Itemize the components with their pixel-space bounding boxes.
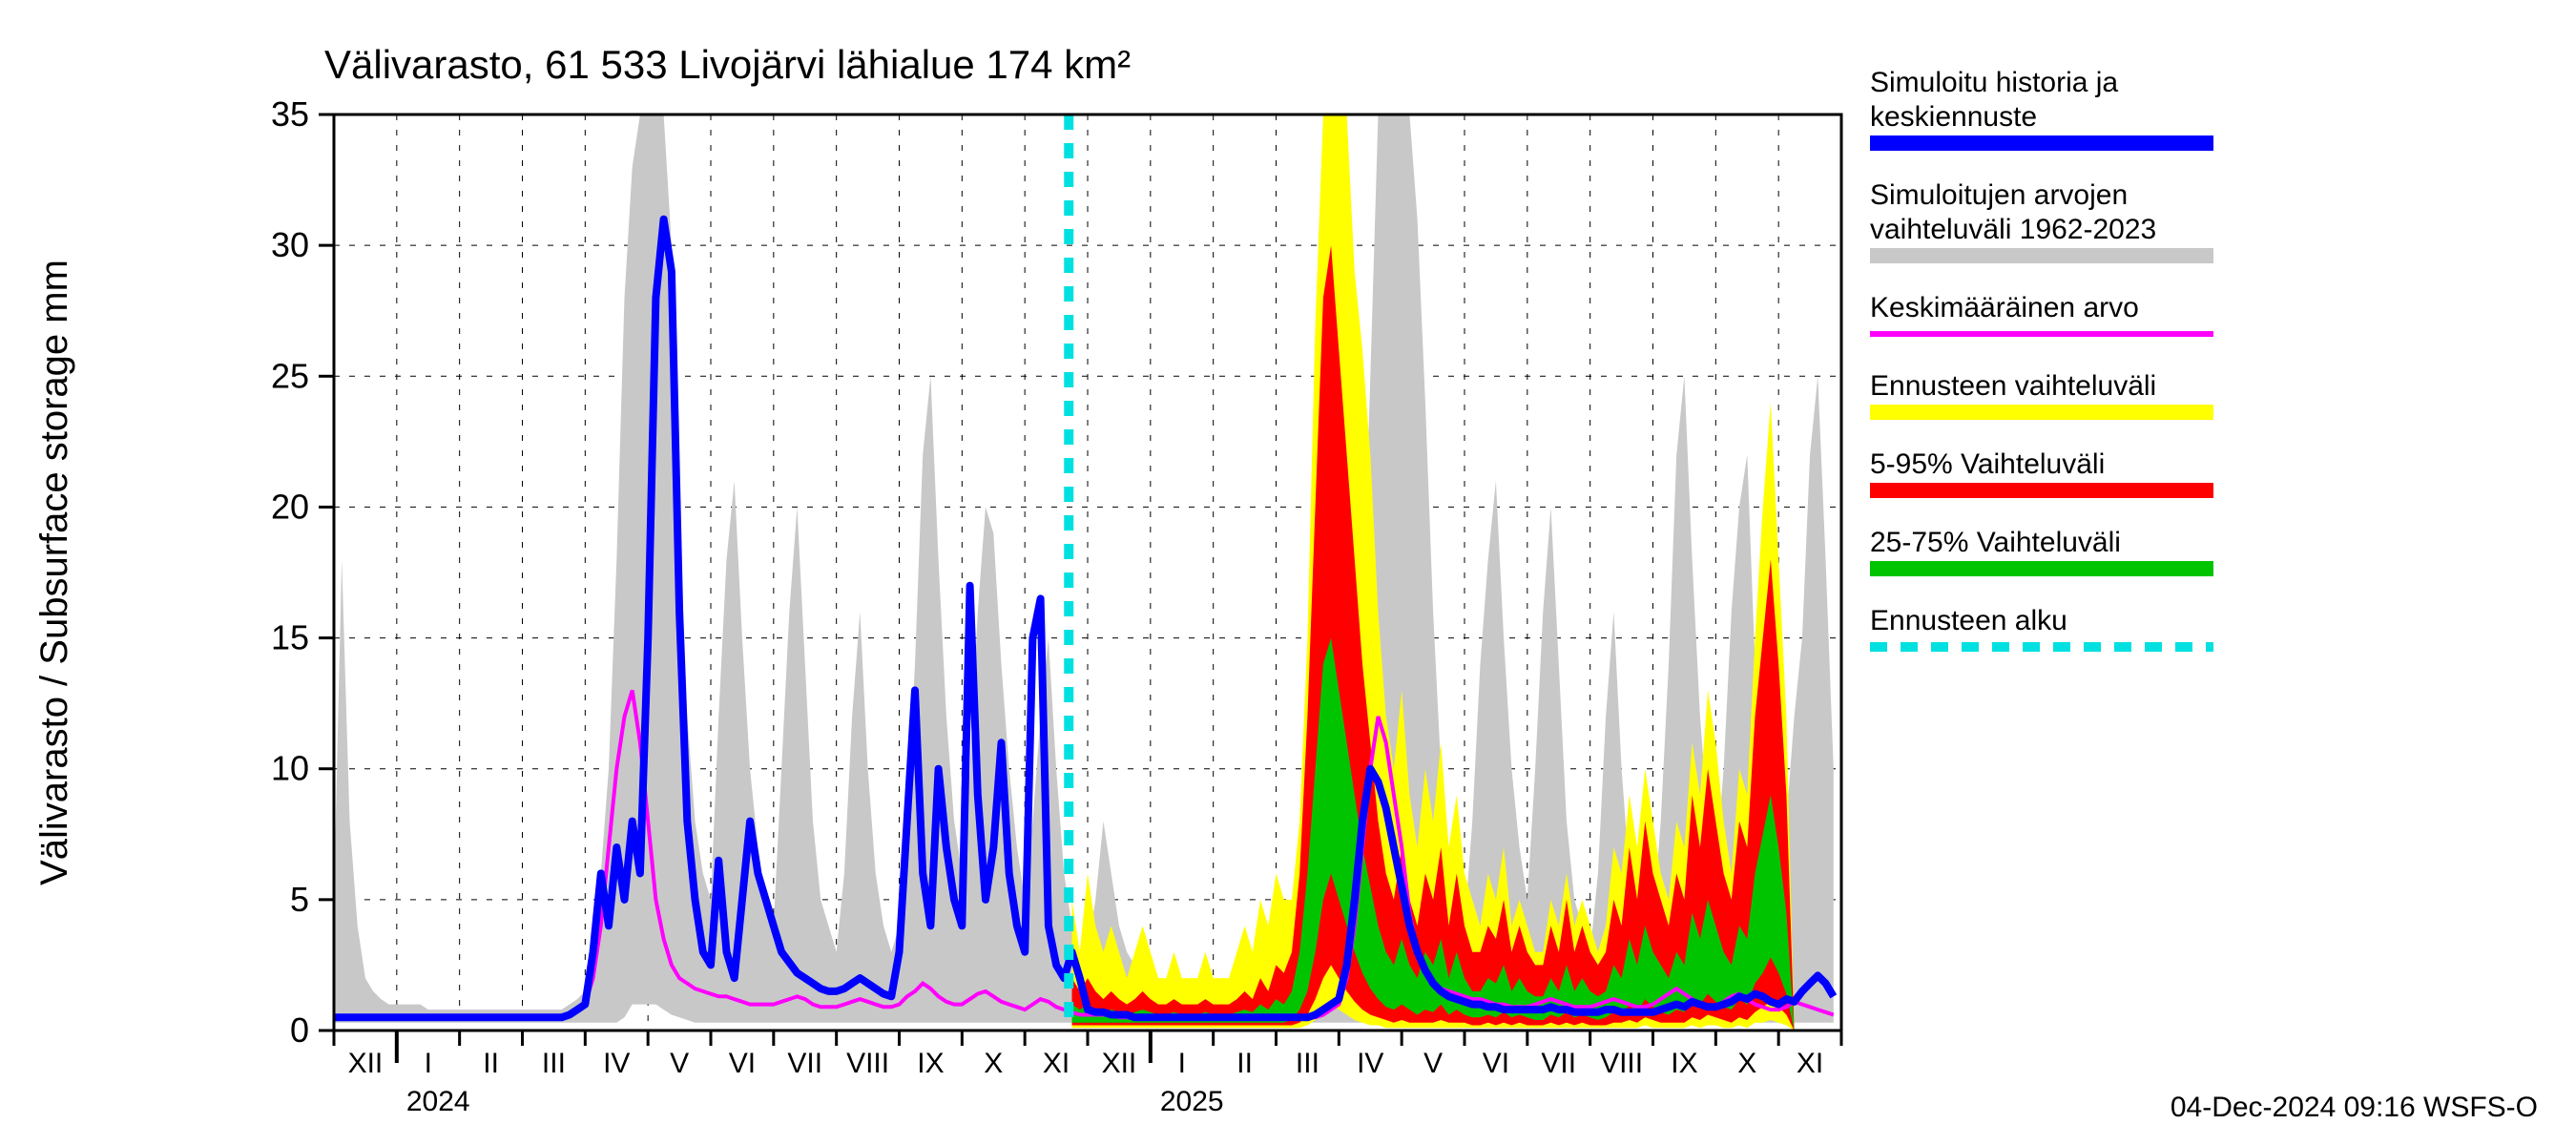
legend-swatch [1870,405,2213,420]
y-tick-label: 35 [271,94,309,134]
x-month-label: VII [787,1048,822,1079]
x-year-label: 2024 [406,1086,470,1117]
chart-svg: 05101520253035Välivarasto / Subsurface s… [0,0,2576,1145]
x-month-label: XI [1797,1048,1823,1079]
y-tick-label: 5 [290,880,309,919]
legend-label: Ennusteen alku [1870,605,2067,636]
chart-root: 05101520253035Välivarasto / Subsurface s… [0,0,2576,1145]
legend-swatch [1870,248,2213,263]
x-month-label: IX [917,1048,944,1079]
x-month-label: IX [1671,1048,1697,1079]
y-tick-label: 25 [271,356,309,395]
x-month-label: VIII [1600,1048,1643,1079]
x-month-label: II [483,1048,499,1079]
x-month-label: XII [348,1048,384,1079]
y-tick-label: 20 [271,487,309,526]
legend-swatch [1870,483,2213,498]
x-month-label: IV [603,1048,630,1079]
x-month-label: VII [1541,1048,1576,1079]
x-month-label: III [1296,1048,1319,1079]
legend-label: keskiennuste [1870,101,2037,133]
y-axis-title: Välivarasto / Subsurface storage mm [33,260,75,885]
legend-label: vaihteluväli 1962-2023 [1870,214,2156,245]
x-month-label: X [1737,1048,1756,1079]
legend-label: Simuloitu historia ja [1870,67,2118,98]
x-month-label: V [670,1048,689,1079]
x-year-label: 2025 [1160,1086,1224,1117]
legend-label: 25-75% Vaihteluväli [1870,527,2121,558]
chart-title: Välivarasto, 61 533 Livojärvi lähialue 1… [324,42,1131,87]
x-month-label: VI [729,1048,756,1079]
x-month-label: XI [1043,1048,1070,1079]
x-month-label: VIII [846,1048,889,1079]
y-tick-label: 15 [271,618,309,657]
legend-label: 5-95% Vaihteluväli [1870,448,2105,480]
legend-label: Simuloitujen arvojen [1870,179,2128,211]
timestamp-footer: 04-Dec-2024 09:16 WSFS-O [2171,1092,2538,1123]
x-month-label: V [1423,1048,1443,1079]
legend-swatch [1870,561,2213,576]
x-month-label: II [1236,1048,1253,1079]
y-tick-label: 30 [271,225,309,264]
x-month-label: X [984,1048,1003,1079]
x-month-label: III [542,1048,566,1079]
y-tick-label: 10 [271,749,309,788]
legend-label: Ennusteen vaihteluväli [1870,370,2156,402]
y-tick-label: 0 [290,1010,309,1050]
x-month-label: VI [1483,1048,1509,1079]
legend-label: Keskimääräinen arvo [1870,292,2139,323]
x-month-label: I [425,1048,432,1079]
x-month-label: IV [1357,1048,1383,1079]
x-month-label: I [1178,1048,1186,1079]
x-month-label: XII [1102,1048,1137,1079]
